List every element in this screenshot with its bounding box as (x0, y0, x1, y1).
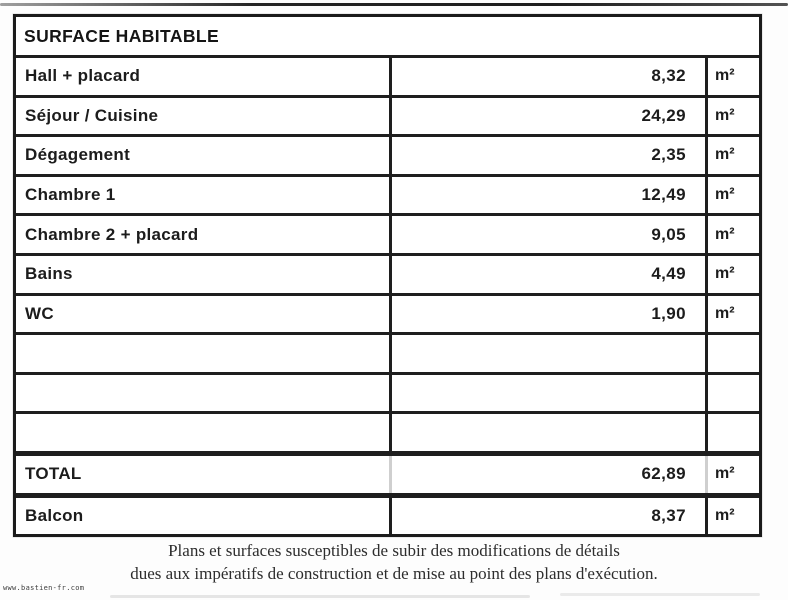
room-area-value: 12,49 (389, 176, 705, 214)
room-area-unit (705, 414, 759, 451)
room-area-unit: m² (705, 97, 759, 135)
table-header-row: SURFACE HABITABLE (16, 17, 759, 55)
scan-artifact-smudge (110, 595, 530, 598)
room-label (16, 335, 389, 372)
room-label: Hall + placard (25, 66, 141, 86)
empty-table-row (16, 371, 759, 412)
empty-table-row (16, 411, 759, 451)
room-area-value: 1,90 (389, 295, 705, 333)
room-area-unit: m² (705, 255, 759, 293)
disclaimer-line-1: Plans et surfaces susceptibles de subir … (168, 541, 620, 560)
scan-artifact-line (0, 3, 788, 6)
room-area-unit: m² (705, 58, 759, 95)
table-row: Chambre 1 12,49 m² (16, 173, 759, 214)
room-area-value: 8,32 (389, 58, 705, 95)
room-area-value (389, 374, 705, 412)
room-label: Séjour / Cuisine (25, 105, 159, 125)
table-row: Bains 4,49 m² (16, 252, 759, 293)
room-area-unit: m² (705, 497, 759, 535)
scan-artifact-smudge (560, 593, 760, 596)
room-label: Dégagement (25, 145, 131, 165)
total-area-unit: m² (705, 455, 759, 493)
table-row: Hall + placard 8,32 m² (16, 55, 759, 95)
room-label (16, 375, 389, 412)
room-label: Balcon (25, 505, 84, 525)
total-label: TOTAL (25, 464, 82, 484)
table-row: Dégagement 2,35 m² (16, 134, 759, 174)
empty-table-row (16, 332, 759, 372)
room-label (16, 414, 389, 451)
room-label: Chambre 2 + placard (25, 224, 199, 244)
room-area-unit (705, 335, 759, 372)
surface-table: SURFACE HABITABLE Hall + placard 8,32 m²… (13, 14, 762, 538)
room-area-unit: m² (705, 137, 759, 174)
balcon-row: Balcon 8,37 m² (16, 492, 759, 535)
website-watermark: www.bastien-fr.com (3, 584, 85, 592)
table-row: Chambre 2 + placard 9,05 m² (16, 213, 759, 253)
table-row: WC 1,90 m² (16, 292, 759, 333)
room-area-unit: m² (705, 295, 759, 333)
table-title: SURFACE HABITABLE (24, 25, 220, 46)
total-row: TOTAL 62,89 m² (16, 450, 759, 493)
room-area-value: 9,05 (389, 216, 705, 253)
room-area-unit: m² (705, 176, 759, 214)
room-label: WC (25, 303, 54, 323)
room-area-unit: m² (705, 216, 759, 253)
disclaimer-line-2: dues aux impératifs de construction et d… (130, 564, 658, 583)
room-area-unit (705, 374, 759, 412)
room-area-value: 8,37 (389, 497, 705, 535)
room-area-value (389, 414, 705, 451)
room-area-value: 24,29 (389, 97, 705, 135)
room-area-value: 4,49 (389, 255, 705, 293)
room-area-value (389, 335, 705, 372)
room-area-value: 2,35 (389, 137, 705, 174)
total-area-value: 62,89 (389, 455, 705, 493)
room-label: Chambre 1 (25, 185, 116, 205)
disclaimer-note: Plans et surfaces susceptibles de subir … (0, 539, 788, 585)
room-label: Bains (25, 264, 73, 284)
table-row: Séjour / Cuisine 24,29 m² (16, 94, 759, 135)
